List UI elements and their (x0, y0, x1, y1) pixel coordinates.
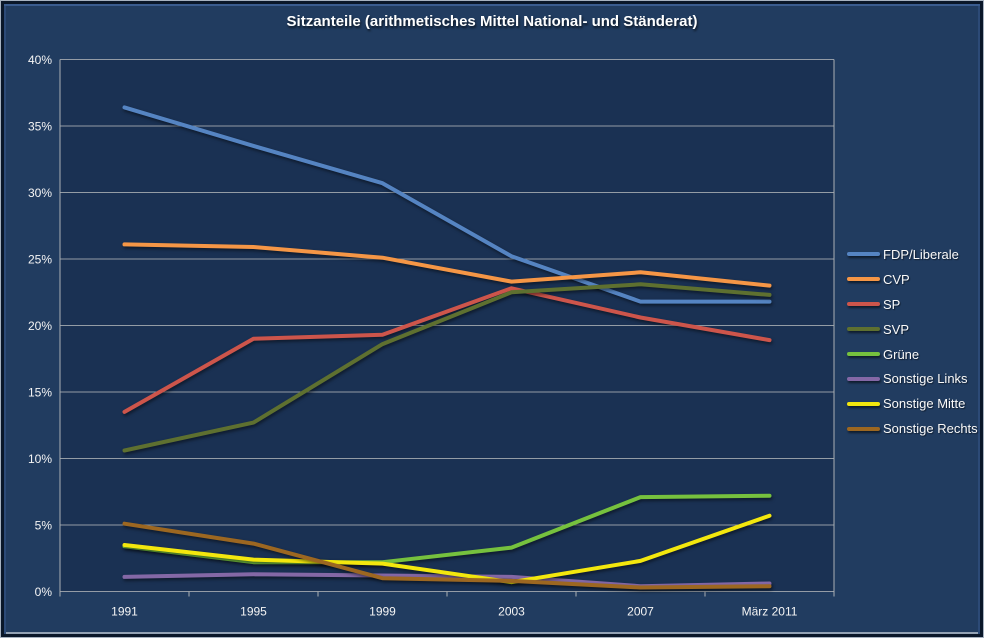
x-axis-label: 2007 (627, 605, 654, 619)
x-axis-label: 1999 (369, 605, 396, 619)
series-grüne (122, 493, 772, 565)
legend-item-svp: SVP (847, 317, 978, 342)
series-svp (122, 282, 772, 453)
series-sp (122, 286, 772, 414)
y-tick-label: 40% (28, 53, 52, 67)
legend-label: Sonstige Links (883, 371, 968, 387)
chart-title: Sitzanteile (arithmetisches Mittel Natio… (286, 13, 698, 30)
legend-line-swatch (847, 426, 880, 431)
x-axis-label: März 2011 (742, 605, 798, 619)
legend-label: SVP (883, 321, 910, 337)
series-fdp-liberale (122, 105, 772, 304)
y-tick-label: 0% (35, 585, 53, 599)
legend-line-swatch (847, 277, 880, 282)
series-cvp (122, 242, 772, 288)
legend-item-fdp-liberale: FDP/Liberale (847, 242, 978, 267)
legend-line-swatch (847, 401, 880, 406)
legend-line-swatch (847, 352, 880, 356)
legend-line-swatch (847, 252, 880, 257)
x-axis-label: 1991 (111, 605, 138, 619)
legend: FDP/Liberale CVP SP SVP Grüne Sonstige Links S… (847, 242, 978, 441)
legend-label: SP (883, 296, 901, 312)
series-sonstige-mitte (122, 513, 772, 585)
y-tick-label: 30% (28, 186, 52, 200)
legend-label: CVP (883, 271, 910, 287)
legend-label: Sonstige Rechts (883, 421, 978, 437)
y-tick-label: 10% (28, 452, 52, 466)
legend-item-cvp: CVP (847, 267, 978, 292)
legend-item-sonstige-links: Sonstige Links (847, 366, 978, 391)
legend-label: Grüne (883, 346, 920, 362)
legend-line-swatch (847, 302, 880, 307)
y-tick-label: 5% (35, 519, 53, 533)
legend-line-swatch (847, 327, 880, 332)
x-axis-label: 2003 (498, 605, 525, 619)
chart-area: Sitzanteile (arithmetisches Mittel Natio… (4, 4, 980, 634)
plot-area: 0% 5% 10% 15% 20% 25% 30% 35% 40% 1991 1995 1999 200… (28, 53, 835, 619)
legend-item-grüne: Grüne (847, 342, 978, 367)
legend-item-sp: SP (847, 292, 978, 317)
y-tick-label: 25% (28, 253, 52, 267)
y-tick-label: 15% (28, 386, 52, 400)
y-tick-label: 35% (28, 120, 52, 134)
legend-item-sonstige-rechts: Sonstige Rechts (847, 416, 978, 441)
legend-line-swatch (847, 376, 880, 381)
series-sonstige-rechts (122, 521, 772, 590)
legend-label: Sonstige Mitte (883, 396, 966, 412)
legend-item-sonstige-mitte: Sonstige Mitte (847, 391, 978, 416)
legend-label: FDP/Liberale (883, 246, 959, 262)
y-tick-label: 20% (28, 319, 52, 333)
x-axis-label: 1995 (240, 605, 267, 619)
